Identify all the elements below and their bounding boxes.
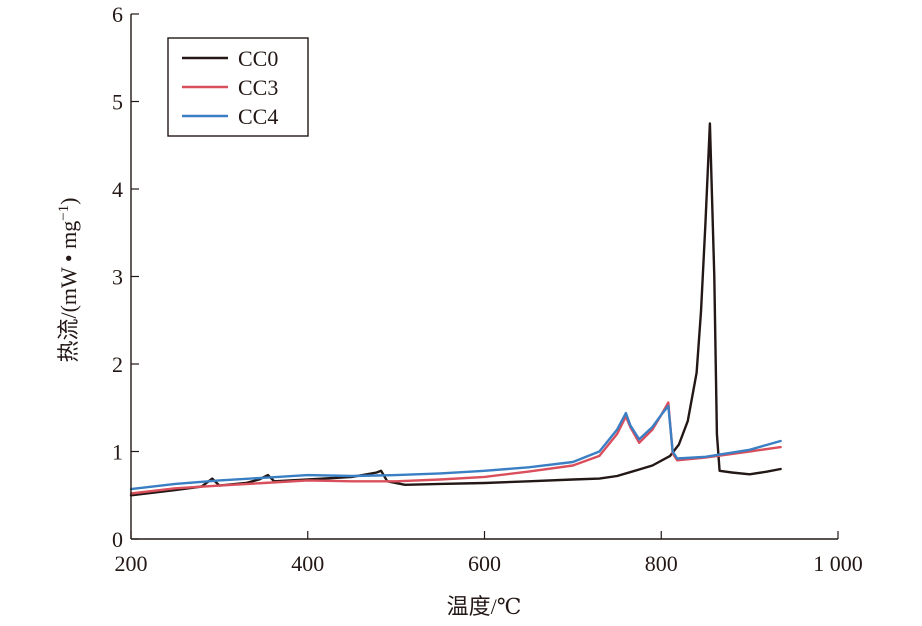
legend-label-cc3: CC3 — [238, 75, 278, 100]
x-tick-label: 200 — [115, 551, 148, 576]
series-line-cc4 — [129, 404, 782, 491]
y-tick-label: 4 — [112, 177, 123, 202]
y-axis-label-main: 热流/(mW • mg — [56, 221, 81, 363]
legend-label-cc0: CC0 — [238, 46, 278, 71]
y-tick-label: 3 — [112, 265, 123, 290]
legend: CC0 CC3 CC4 — [167, 37, 309, 137]
legend-label-cc4: CC4 — [238, 104, 278, 129]
y-axis-label-close: ) — [56, 197, 81, 204]
x-tick-label: 400 — [291, 551, 324, 576]
x-tick-label: 1 000 — [813, 551, 863, 576]
series-line-cc0 — [129, 122, 782, 497]
y-tick-label: 2 — [112, 352, 123, 377]
y-tick-label: 0 — [112, 527, 123, 552]
x-axis-label: 温度/℃ — [447, 594, 522, 619]
x-tick-label: 600 — [468, 551, 501, 576]
y-axis-label-superscript: −1 — [56, 205, 72, 221]
axes: 200 400 600 800 1 000 0 1 2 3 4 5 6 — [112, 2, 863, 576]
y-tick-label: 5 — [112, 90, 123, 115]
plot-lines — [129, 122, 782, 497]
y-tick-label: 1 — [112, 440, 123, 465]
y-axis-label: 热流/(mW • mg−1) — [56, 197, 81, 362]
y-tick-label: 6 — [112, 2, 123, 27]
x-tick-label: 800 — [645, 551, 678, 576]
